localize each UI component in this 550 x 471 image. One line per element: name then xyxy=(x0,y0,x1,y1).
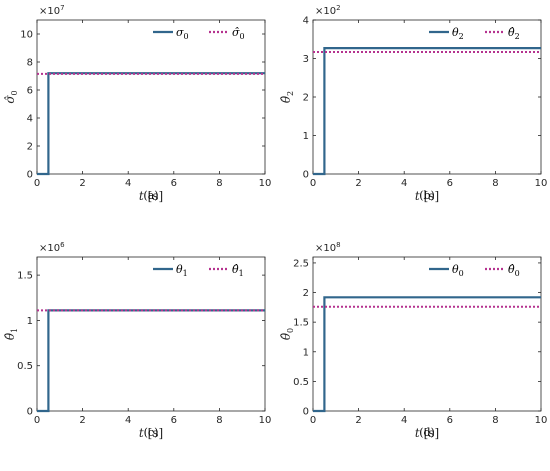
plot-frame xyxy=(312,256,542,412)
y-axis-label: θ̂0 xyxy=(279,328,295,340)
y-tick-label: 0 xyxy=(27,170,33,181)
y-tick-label: 2 xyxy=(303,93,309,104)
y-tick-label: 6 xyxy=(27,86,33,97)
axis-multiplier: ×108 xyxy=(315,241,341,254)
legend-entry: θ2 xyxy=(452,26,464,41)
x-tick-label: 8 xyxy=(492,415,498,426)
axis-multiplier: ×106 xyxy=(39,241,65,254)
chart-panel-3: 0 2 4 6 8 10 0 0.5 1 1.5 2 2.5 ×108 θ̂0 t [s] θ0 θ̂0 (d) xyxy=(279,241,547,440)
x-tick-label: 8 xyxy=(216,415,222,426)
x-tick-label: 4 xyxy=(401,415,407,426)
legend-entry: θ1 xyxy=(176,263,188,278)
x-tick-label: 0 xyxy=(310,415,316,426)
axis-multiplier: ×107 xyxy=(39,4,65,17)
y-tick-label: 0.5 xyxy=(17,361,33,372)
y-tick-label: 3 xyxy=(303,54,309,65)
x-axis-label: t [s] xyxy=(139,426,163,440)
y-tick-label: 2 xyxy=(303,288,309,299)
panel-caption: (d) xyxy=(419,426,435,439)
y-tick-label: 1 xyxy=(303,131,309,142)
x-tick-label: 6 xyxy=(171,178,177,189)
y-tick-label: 0 xyxy=(303,407,309,418)
y-tick-label: 1.5 xyxy=(17,271,33,282)
y-axis-label: θ̂2 xyxy=(279,91,295,103)
x-tick-label: 6 xyxy=(447,415,453,426)
x-tick-label: 10 xyxy=(535,415,548,426)
x-tick-label: 4 xyxy=(125,415,131,426)
y-axis-label: σ̂0 xyxy=(3,90,19,103)
legend-entry: θ0 xyxy=(452,263,464,278)
x-tick-label: 6 xyxy=(171,415,177,426)
legend-entry: θ̂2 xyxy=(508,26,520,41)
y-axis-label: θ̂1 xyxy=(3,328,19,340)
plot-frame xyxy=(36,19,266,175)
y-tick-label: 1 xyxy=(303,347,309,358)
x-tick-label: 2 xyxy=(79,415,85,426)
y-tick-label: 0 xyxy=(303,170,309,181)
x-tick-label: 0 xyxy=(310,178,316,189)
panel-caption: (a) xyxy=(143,189,158,202)
x-axis-label: t [s] xyxy=(139,189,163,203)
x-tick-label: 10 xyxy=(259,415,272,426)
x-tick-label: 10 xyxy=(535,178,548,189)
y-tick-label: 4 xyxy=(27,114,33,125)
x-tick-label: 4 xyxy=(125,178,131,189)
x-tick-label: 0 xyxy=(34,415,40,426)
x-axis-label: t [s] xyxy=(415,189,439,203)
x-tick-label: 2 xyxy=(355,415,361,426)
legend-entry: σ̂0 xyxy=(232,26,245,41)
x-tick-label: 8 xyxy=(492,178,498,189)
x-tick-label: 10 xyxy=(259,178,272,189)
panel-caption: (b) xyxy=(419,189,435,202)
legend-entry: θ̂1 xyxy=(232,263,244,278)
y-tick-label: 8 xyxy=(27,58,33,69)
y-tick-label: 4 xyxy=(303,16,309,27)
x-tick-label: 2 xyxy=(355,178,361,189)
y-tick-label: 0.5 xyxy=(293,377,309,388)
panel-caption: (c) xyxy=(144,426,159,439)
x-tick-label: 6 xyxy=(447,178,453,189)
plot-frame xyxy=(312,19,542,175)
y-tick-label: 0 xyxy=(27,407,33,418)
x-tick-label: 2 xyxy=(79,178,85,189)
chart-panel-2: 0 2 4 6 8 10 0 0.5 1 1.5 ×106 θ̂1 t [s] θ1 θ̂1 (c) xyxy=(3,241,271,440)
plot-frame xyxy=(36,256,266,412)
x-tick-label: 4 xyxy=(401,178,407,189)
y-tick-label: 1 xyxy=(27,316,33,327)
x-axis-label: t [s] xyxy=(415,426,439,440)
series-line-true xyxy=(313,46,541,176)
series-line-true xyxy=(313,296,541,413)
axis-multiplier: ×102 xyxy=(315,4,341,17)
x-tick-label: 8 xyxy=(216,178,222,189)
y-tick-label: 10 xyxy=(20,30,33,41)
legend-entry: θ̂0 xyxy=(508,263,520,278)
chart-panel-0: 0 2 4 6 8 10 0 2 4 6 8 10 ×107 σ̂0 t [s] σ0 σ̂0 (a) xyxy=(3,4,271,203)
chart-panel-1: 0 2 4 6 8 10 0 1 2 3 4 ×102 θ̂2 t [s] θ2 θ̂2 (b) xyxy=(279,4,547,203)
legend-entry: σ0 xyxy=(176,26,189,41)
y-tick-label: 2 xyxy=(27,142,33,153)
y-tick-label: 1.5 xyxy=(293,318,309,329)
y-tick-label: 2.5 xyxy=(293,258,309,269)
x-tick-label: 0 xyxy=(34,178,40,189)
